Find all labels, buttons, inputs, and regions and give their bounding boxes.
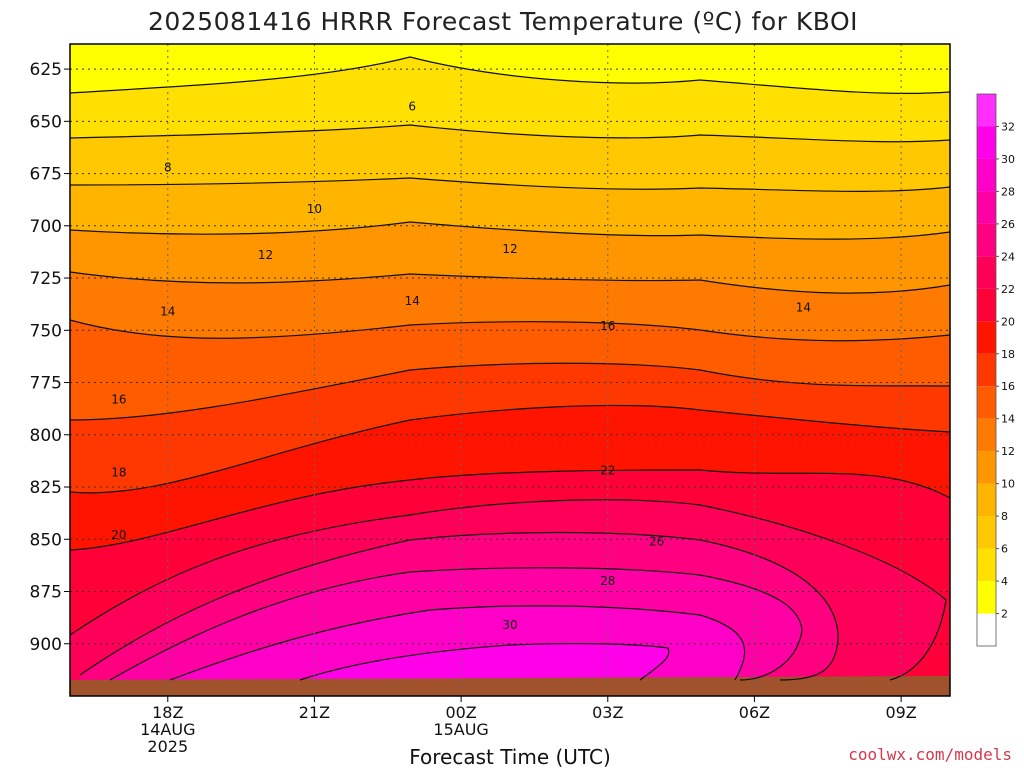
y-tick-label: 850 — [30, 530, 62, 550]
colorbar-swatch — [977, 386, 996, 419]
x-tick-label: 15AUG — [433, 720, 488, 739]
x-tick-label: 2025 — [147, 737, 188, 756]
colorbar-label: 32 — [1001, 120, 1015, 133]
contour-4 — [69, 56, 951, 95]
contour-18 — [69, 404, 951, 494]
contour-label: 10 — [307, 202, 322, 216]
colorbar-label: 26 — [1001, 218, 1015, 231]
colorbar-label: 12 — [1001, 445, 1015, 458]
contour-16 — [69, 362, 951, 421]
contour-26 — [109, 567, 803, 681]
colorbar-swatch — [977, 158, 996, 192]
contour-label: 30 — [502, 618, 517, 632]
credit-text: coolwx.com/models — [848, 745, 1012, 764]
contour-14 — [69, 319, 951, 342]
contour-8 — [69, 177, 951, 192]
plot-area: 6 8 10 12 12 14 14 14 16 16 18 22 20 26 28 30 — [69, 43, 951, 697]
y-tick-label: 675 — [30, 165, 62, 185]
contour-label: 12 — [258, 248, 273, 262]
x-tick-label: 21Z — [299, 703, 330, 722]
y-tick-label: 725 — [30, 269, 62, 289]
contour-labels: 6 8 10 12 12 14 14 14 16 16 18 22 20 26 28 30 — [111, 100, 811, 632]
chart-title: 2025081416 HRRR Forecast Temperature (ºC… — [148, 7, 858, 36]
colorbar-swatch — [977, 256, 996, 289]
contour-label: 14 — [796, 300, 811, 314]
y-tick-label: 825 — [30, 478, 62, 498]
colorbar-swatch — [977, 191, 996, 224]
y-tick-label: 775 — [30, 374, 62, 394]
plot-frame — [69, 43, 951, 697]
colorbar-label: 30 — [1001, 153, 1015, 166]
x-tick-label: 14AUG — [140, 720, 195, 739]
contour-label: 20 — [111, 528, 126, 542]
contour-label: 8 — [164, 160, 172, 174]
y-axis: 625 650 675 700 725 750 775 800 825 850 875 900 — [30, 60, 70, 655]
colorbar-swatch — [977, 94, 996, 127]
contour-label: 26 — [649, 534, 664, 548]
grid-lines — [70, 44, 950, 696]
contour-24 — [79, 531, 839, 681]
colorbar-label: 20 — [1001, 315, 1015, 328]
y-tick-label: 700 — [30, 217, 62, 237]
y-tick-label: 750 — [30, 321, 62, 341]
colorbar-swatch — [977, 223, 996, 257]
x-axis-label: Forecast Time (UTC) — [409, 745, 611, 768]
x-tick-label: 06Z — [739, 703, 770, 722]
colorbar-swatch — [977, 321, 996, 354]
contour-label: 16 — [600, 319, 615, 333]
colorbar-label: 22 — [1001, 283, 1015, 296]
colorbar-label: 8 — [1001, 510, 1008, 523]
contour-label: 22 — [600, 463, 615, 477]
x-tick-label: 18Z — [152, 703, 183, 722]
y-tick-label: 875 — [30, 583, 62, 603]
colorbar-swatch — [977, 353, 996, 387]
colorbar-swatch — [977, 483, 996, 517]
y-tick-label: 900 — [30, 635, 62, 655]
colorbar-label: 18 — [1001, 348, 1015, 361]
colorbar-swatch — [977, 613, 996, 646]
colorbar-swatch — [977, 418, 996, 452]
contour-label: 12 — [502, 242, 517, 256]
contour-12 — [69, 271, 951, 294]
colorbar-swatch — [977, 581, 996, 614]
contour-lines — [69, 56, 951, 681]
colorbar-frame — [976, 93, 997, 647]
contour-label: 28 — [600, 574, 615, 588]
colorbar-swatch — [977, 288, 996, 322]
x-tick-label: 00Z — [445, 703, 476, 722]
y-tick-label: 625 — [30, 60, 62, 80]
ground — [70, 676, 950, 696]
colorbar-label: 2 — [1001, 608, 1008, 621]
band-32-plus — [300, 643, 669, 680]
colorbar-swatch — [977, 516, 996, 549]
contour-22 — [69, 499, 947, 681]
x-tick-label: 09Z — [885, 703, 916, 722]
colorbar-swatch — [977, 126, 996, 159]
colorbar-swatch — [977, 451, 996, 484]
colorbar-swatch — [977, 548, 996, 582]
x-tick-label: 03Z — [592, 703, 623, 722]
contour-label: 14 — [405, 294, 420, 308]
contour-label: 6 — [408, 100, 416, 114]
y-tick-label: 650 — [30, 112, 62, 132]
colorbar-label: 24 — [1001, 250, 1015, 263]
colorbar-label: 4 — [1001, 575, 1008, 588]
contour-label: 18 — [111, 465, 126, 479]
y-tick-label: 800 — [30, 426, 62, 446]
contour-label: 16 — [111, 392, 126, 406]
colorbar-label: 16 — [1001, 380, 1015, 393]
colorbar-label: 10 — [1001, 478, 1015, 491]
colorbar-label: 6 — [1001, 543, 1008, 556]
contour-label: 14 — [160, 304, 175, 318]
contour-10 — [69, 221, 951, 240]
colorbar-label: 28 — [1001, 185, 1015, 198]
contour-20 — [69, 469, 951, 551]
contour-6 — [69, 124, 951, 143]
contour-28 — [169, 605, 746, 681]
colorbar-label: 14 — [1001, 413, 1015, 426]
